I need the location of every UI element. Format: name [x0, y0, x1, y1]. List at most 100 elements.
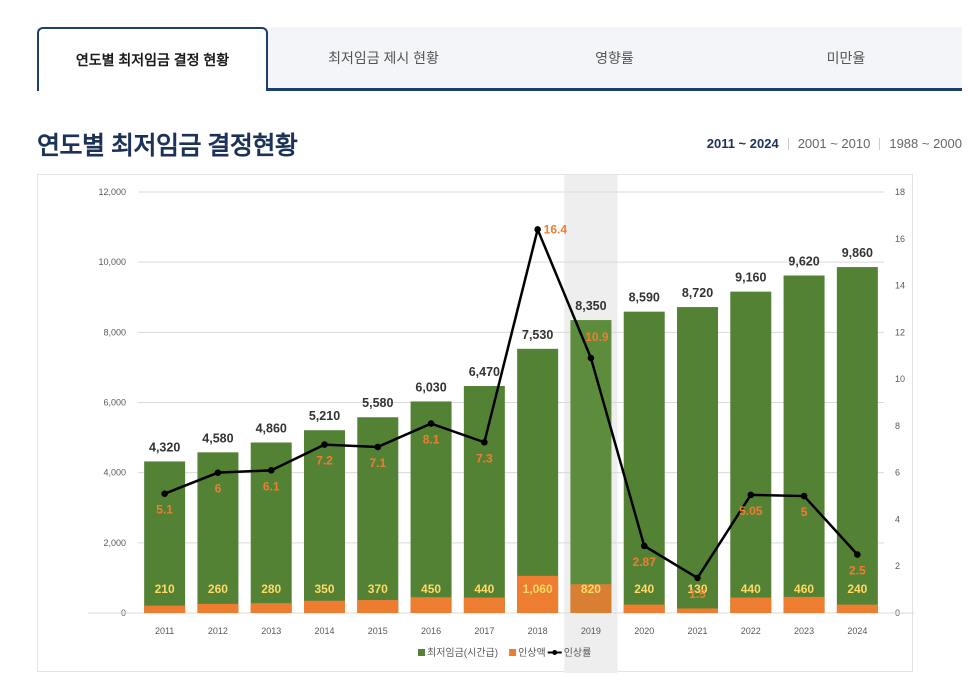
y-right-tick-label: 8: [895, 421, 900, 431]
rate-value-label: 16.4: [544, 222, 568, 236]
rate-value-label: 7.1: [369, 456, 386, 470]
tab-proposal-status[interactable]: 최저임금 제시 현황: [328, 49, 439, 66]
range-2001-2010[interactable]: 2001 ~ 2010: [797, 136, 871, 151]
wage-bar: [623, 311, 665, 613]
x-tick-label: 2017: [474, 626, 494, 636]
rate-value-label: 2.5: [849, 564, 866, 578]
y-right-tick-label: 10: [895, 374, 905, 384]
increase-bar: [197, 603, 239, 613]
increase-bar: [783, 596, 825, 613]
rate-value-label: 5.1: [156, 503, 173, 517]
wage-value-label: 9,620: [788, 254, 819, 268]
legend-label: 최저임금(시간급): [427, 646, 498, 659]
wage-value-label: 5,210: [309, 409, 340, 423]
rate-value-label: 7.3: [476, 451, 493, 465]
increase-bar: [623, 604, 665, 613]
wage-bar: [463, 386, 505, 613]
range-2011-2024[interactable]: 2011 ~ 2024: [706, 136, 779, 151]
rate-point: [800, 492, 808, 500]
increase-value-label: 440: [474, 582, 494, 596]
x-tick-label: 2015: [368, 626, 388, 636]
rate-value-label: 1.5: [689, 587, 706, 601]
y-right-tick-label: 2: [895, 561, 900, 571]
increase-bar: [463, 597, 505, 613]
increase-value-label: 440: [741, 582, 761, 596]
y-left-tick-label: 10,000: [98, 257, 126, 267]
increase-value-label: 280: [261, 582, 281, 596]
legend-swatch-marker: [552, 650, 558, 655]
increase-bar: [730, 597, 772, 613]
increase-value-label: 450: [421, 582, 441, 596]
rate-value-label: 5.05: [739, 504, 763, 518]
x-tick-label: 2012: [208, 626, 228, 636]
wage-bar: [677, 307, 718, 613]
rate-value-label: 10.9: [585, 330, 609, 344]
page-title: 연도별 최저임금 결정현황: [37, 132, 298, 160]
increase-value-label: 240: [847, 582, 867, 596]
legend-swatch: [509, 649, 517, 656]
y-left-tick-label: 12,000: [98, 187, 126, 197]
increase-value-label: 210: [155, 582, 175, 596]
increase-bar: [570, 584, 612, 613]
rate-point: [694, 574, 701, 582]
tab-noncompliance-rate[interactable]: 미만율: [826, 49, 866, 66]
wage-bar: [410, 401, 452, 613]
y-right-tick-label: 4: [895, 514, 900, 524]
wage-value-label: 8,720: [682, 286, 713, 300]
rate-point: [854, 551, 861, 558]
y-right-tick-label: 18: [895, 187, 905, 197]
rate-point: [587, 354, 595, 362]
increase-bar: [410, 597, 452, 613]
minimum-wage-chart: 02,0004,0006,0008,00010,00012,0000246810…: [88, 175, 914, 673]
increase-value-label: 1,060: [523, 582, 553, 596]
rate-value-label: 6.1: [263, 479, 280, 493]
tab-annual-decision[interactable]: 연도별 최저임금 결정 현황: [37, 27, 268, 91]
chart-container: 0 2,000 4,000 6,000 8,000 10,000 12,000 0 2 4 6 8 10…: [37, 174, 914, 673]
increase-value-label: 260: [208, 582, 228, 596]
legend-swatch: [418, 649, 425, 656]
rate-line: [164, 225, 859, 580]
rate-value-label: 8.1: [423, 433, 440, 447]
rate-point: [214, 469, 222, 476]
wage-value-label: 4,320: [149, 440, 180, 454]
y-left-tick-label: 4,000: [103, 468, 126, 478]
divider: [879, 137, 881, 150]
increase-bar: [144, 605, 186, 613]
increase-value-label: 370: [368, 582, 388, 596]
increase-value-label: 460: [794, 582, 814, 596]
rate-value-label: 2.87: [633, 555, 657, 569]
legend-label: 인상액: [518, 647, 546, 659]
rate-value-label: 5: [801, 505, 808, 519]
x-tick-label: 2019: [581, 626, 601, 636]
tab-bar: 연도별 최저임금 결정 현황 최저임금 제시 현황 영향률 미만율: [37, 27, 962, 91]
x-tick-label: 2013: [261, 626, 281, 636]
wage-value-label: 6,470: [469, 365, 500, 379]
y-right-tick-label: 14: [895, 281, 905, 291]
wage-value-label: 8,590: [629, 291, 660, 305]
wage-bar: [304, 430, 345, 613]
rate-point: [321, 441, 328, 448]
tab-impact-rate[interactable]: 영향률: [595, 49, 634, 66]
y-left-tick-label: 6,000: [103, 398, 126, 408]
x-tick-label: 2021: [687, 626, 707, 636]
range-1988-2000[interactable]: 1988 ~ 2000: [889, 136, 962, 151]
y-left-tick-label: 2,000: [103, 538, 126, 548]
increase-value-label: 130: [687, 582, 707, 596]
increase-value-label: 820: [581, 582, 601, 596]
wage-bar: [783, 275, 825, 613]
x-tick-label: 2014: [314, 626, 334, 636]
x-tick-label: 2016: [421, 626, 441, 636]
wage-value-label: 4,860: [256, 421, 287, 435]
increase-bar: [677, 608, 718, 613]
increase-bar: [357, 600, 399, 613]
rate-point: [747, 491, 755, 499]
rate-point: [161, 490, 168, 498]
rate-point: [427, 420, 435, 427]
wage-value-label: 9,860: [842, 246, 873, 260]
wage-bar: [730, 291, 772, 613]
wage-value-label: 4,580: [202, 431, 233, 445]
increase-value-label: 350: [314, 582, 334, 596]
wage-value-label: 6,030: [415, 380, 446, 394]
rate-point: [374, 443, 382, 451]
rate-value-label: 6: [215, 482, 222, 496]
